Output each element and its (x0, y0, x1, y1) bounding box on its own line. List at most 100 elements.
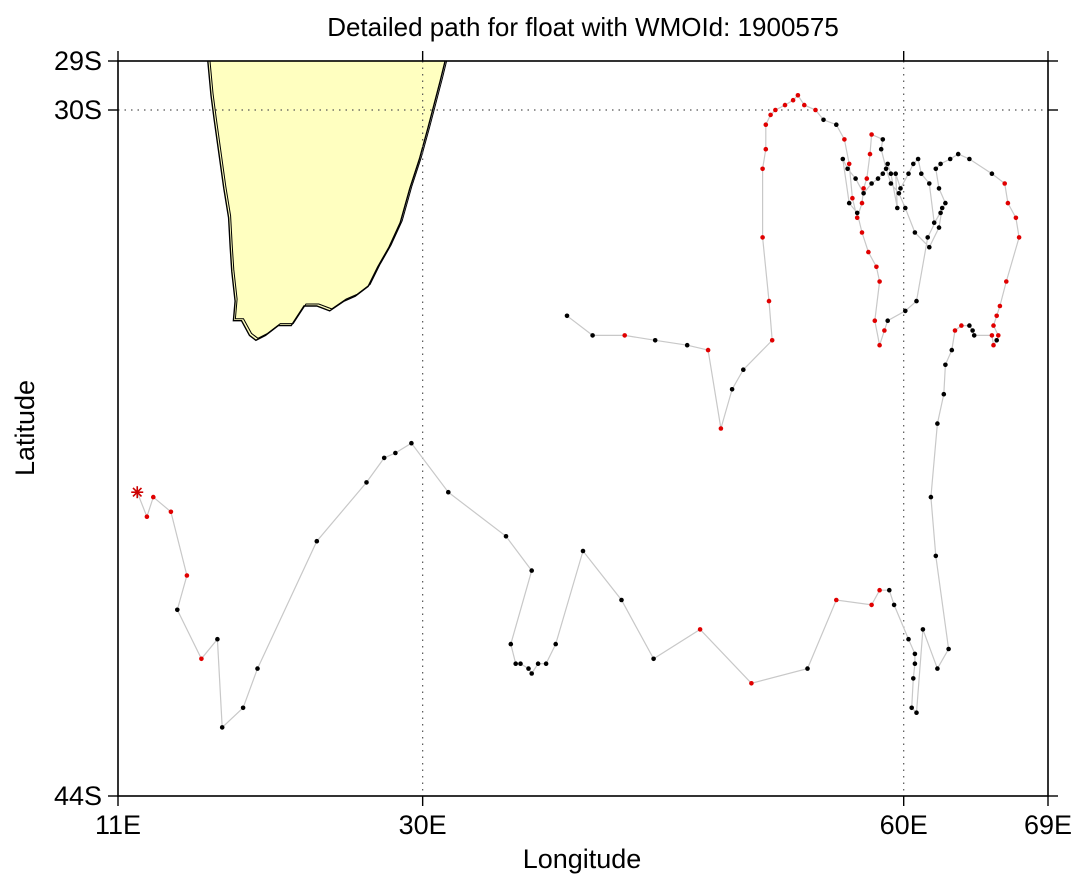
y-tick-label: 29S (54, 46, 102, 76)
coastline-outline (209, 61, 448, 339)
float-position-point (782, 102, 788, 108)
float-position-point (895, 205, 900, 211)
float-position-point (893, 171, 898, 176)
float-position-point (255, 666, 260, 671)
float-position-point (933, 166, 939, 172)
float-position-point (697, 627, 703, 632)
float-position-point (381, 455, 387, 461)
float-position-point (834, 597, 839, 603)
float-position-point (741, 367, 746, 373)
float-position-point (446, 489, 451, 495)
float-position-point (854, 215, 860, 221)
chart-title: Detailed path for float with WMOId: 1900… (327, 12, 839, 42)
y-axis-label: Latitude (10, 380, 40, 476)
float-position-point (888, 171, 894, 176)
float-position-point (952, 328, 958, 333)
float-position-point (199, 656, 204, 662)
float-position-point (991, 342, 996, 348)
float-position-point (760, 235, 765, 240)
float-position-point (513, 661, 518, 666)
float-position-point (840, 156, 846, 162)
float-position-point (529, 568, 534, 573)
float-position-point (933, 553, 939, 559)
float-position-point (903, 205, 908, 211)
float-position-point (869, 602, 874, 608)
x-axis-label: Longitude (523, 844, 642, 874)
float-position-point (877, 342, 882, 348)
float-position-point (518, 661, 523, 666)
float-position-point (1013, 215, 1019, 221)
float-position-point (580, 548, 586, 554)
float-position-point (919, 171, 924, 176)
gridlines (118, 61, 1048, 796)
float-positions (144, 93, 1022, 730)
float-position-point (622, 333, 627, 338)
float-position-point (729, 387, 735, 392)
float-position-point (872, 318, 878, 324)
float-position-point (869, 181, 874, 186)
float-position-point (543, 661, 549, 666)
y-tick-label: 30S (54, 95, 102, 125)
float-position-point (935, 421, 940, 426)
float-position-point (936, 225, 942, 230)
float-position-point (861, 191, 866, 196)
float-position-point (769, 338, 775, 343)
float-position-point (219, 725, 225, 730)
float-position-point (967, 156, 972, 162)
float-position-point (947, 156, 953, 162)
float-position-point (861, 186, 866, 191)
float-position-point (959, 323, 964, 328)
float-position-point (885, 318, 890, 324)
float-position-point (834, 122, 839, 127)
float-position-point (529, 671, 534, 676)
float-position-point (866, 249, 871, 255)
float-position-point (914, 298, 919, 304)
float-position-point (718, 426, 724, 431)
float-position-point (821, 117, 826, 123)
float-position-point (553, 641, 558, 647)
float-position-point (526, 666, 531, 671)
float-position-point (652, 338, 658, 343)
float-position-point (846, 200, 852, 206)
float-position-point (878, 146, 884, 152)
float-position-point (991, 323, 996, 328)
float-position-point (938, 210, 943, 216)
float-position-point (967, 323, 972, 328)
float-position-point (1016, 235, 1022, 240)
float-position-point (314, 538, 320, 544)
float-position-point (854, 210, 860, 216)
float-position-point (896, 191, 902, 196)
float-position-point (869, 132, 874, 137)
float-position-point (941, 391, 947, 397)
float-position-point (684, 342, 690, 348)
float-position-point (883, 166, 889, 172)
float-position-point (912, 230, 918, 235)
float-position-point (915, 156, 921, 162)
float-position-point (364, 480, 369, 485)
float-position-point (906, 171, 911, 176)
float-position-point (989, 333, 995, 338)
float-position-point (144, 514, 150, 519)
float-position-point (888, 181, 894, 186)
float-position-point (240, 705, 246, 711)
float-position-point (853, 176, 858, 181)
x-tick-label: 60E (880, 810, 928, 840)
float-position-point (911, 676, 916, 681)
asterisk-icon (131, 486, 144, 499)
float-position-point (175, 607, 180, 613)
float-position-point (880, 171, 886, 176)
float-position-point (790, 97, 796, 103)
float-position-point (994, 313, 999, 319)
x-tick-label: 69E (1024, 810, 1072, 840)
float-position-point (994, 338, 999, 343)
plot-area (118, 61, 1048, 796)
float-position-point (846, 161, 852, 167)
float-position-point (927, 244, 932, 250)
float-position-point (184, 573, 190, 578)
float-position-point (845, 166, 850, 172)
float-position-point (705, 347, 711, 353)
float-position-point (1005, 200, 1011, 206)
float-position-point (766, 298, 772, 304)
float-position-point (864, 176, 870, 181)
